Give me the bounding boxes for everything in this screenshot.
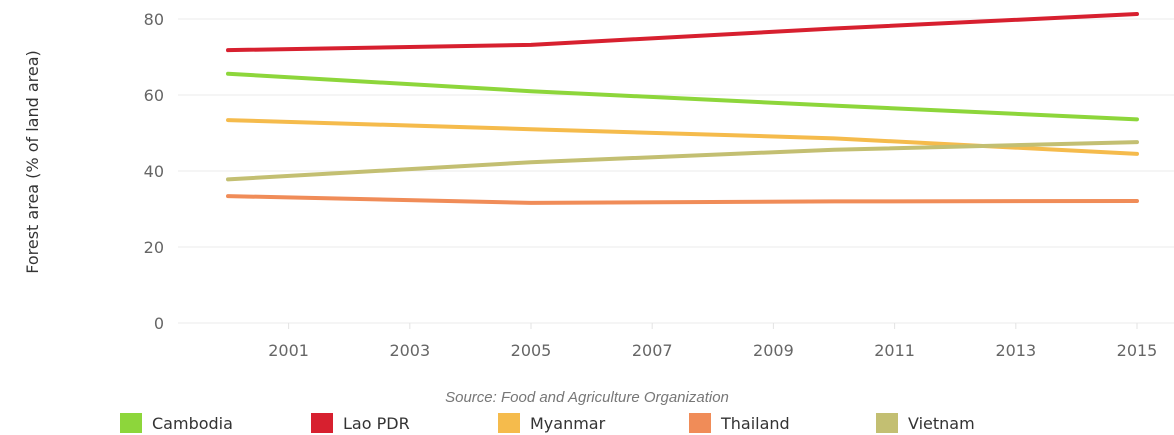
legend-item-lao-pdr: Lao PDR (311, 413, 410, 433)
x-tick-label: 2011 (874, 341, 915, 360)
x-tick-label: 2003 (389, 341, 430, 360)
y-axis-label: Forest area (% of land area) (23, 50, 42, 274)
x-tick-label: 2001 (268, 341, 309, 360)
series-lines (226, 12, 1139, 205)
legend-label: Lao PDR (343, 413, 410, 433)
legend-label: Myanmar (530, 413, 606, 433)
x-tick-label: 2015 (1117, 341, 1158, 360)
x-tick-label: 2009 (753, 341, 794, 360)
series-line-myanmar (226, 118, 1139, 156)
legend-swatch (876, 413, 898, 433)
y-tick-label: 0 (154, 314, 164, 333)
series-line-vietnam (226, 140, 1139, 182)
legend-swatch (498, 413, 520, 433)
y-tick-label: 20 (144, 238, 164, 257)
legend-label: Cambodia (152, 413, 233, 433)
legend-item-vietnam: Vietnam (876, 413, 975, 433)
legend: Cambodia Lao PDR Myanmar Thailand Vietnam (0, 411, 1174, 435)
x-tick-label: 2005 (511, 341, 552, 360)
legend-item-cambodia: Cambodia (120, 413, 233, 433)
y-tick-label: 80 (144, 10, 164, 29)
legend-swatch (311, 413, 333, 433)
source-note: Source: Food and Agriculture Organizatio… (445, 389, 729, 406)
legend-label: Thailand (721, 413, 790, 433)
x-tick-label: 2007 (632, 341, 673, 360)
legend-item-myanmar: Myanmar (498, 413, 605, 433)
y-axis-ticks: 0 20 40 60 80 (144, 10, 164, 333)
legend-swatch (120, 413, 142, 433)
y-tick-label: 40 (144, 162, 164, 181)
legend-label: Vietnam (908, 413, 975, 433)
series-line-lao-pdr (226, 12, 1139, 53)
x-axis-ticks: 2001 2003 2005 2007 2009 2011 2013 2015 (268, 323, 1157, 360)
series-line-cambodia (226, 71, 1139, 122)
y-tick-label: 60 (144, 86, 164, 105)
legend-item-thailand: Thailand (689, 413, 790, 433)
legend-swatch (689, 413, 711, 433)
series-line-thailand (226, 194, 1139, 205)
x-tick-label: 2013 (995, 341, 1036, 360)
gridlines (178, 18, 1174, 324)
